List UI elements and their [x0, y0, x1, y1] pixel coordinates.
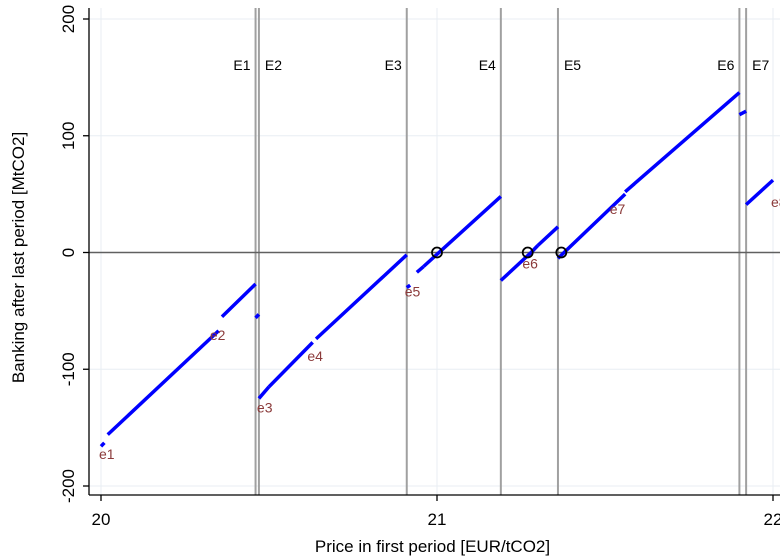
- x-axis-label: Price in first period [EUR/tCO2]: [315, 537, 550, 556]
- series-segment: [220, 282, 257, 318]
- series-segment: [254, 313, 261, 320]
- series-segment: [314, 253, 408, 341]
- series-segment: [405, 283, 412, 289]
- series-segment: [556, 192, 627, 260]
- x-tick-label: 20: [92, 510, 111, 529]
- event-label-e3: E3: [385, 57, 402, 73]
- segment-label-e4: e4: [307, 348, 323, 364]
- event-label-e6: E6: [717, 57, 734, 73]
- segment-label-e2: e2: [210, 327, 226, 343]
- series-segment: [624, 91, 741, 194]
- series-segment: [257, 385, 271, 400]
- equilibrium-marker: [521, 246, 534, 259]
- event-label-e1: E1: [233, 57, 250, 73]
- y-tick-label: 0: [59, 248, 78, 257]
- segment-label-e6: e6: [522, 256, 538, 272]
- y-tick-label: -100: [59, 352, 78, 386]
- series-segment: [99, 441, 106, 448]
- event-label-e7: E7: [752, 57, 769, 73]
- equilibrium-marker: [555, 246, 568, 259]
- y-tick-label: 200: [59, 5, 78, 33]
- event-label-e4: E4: [479, 57, 496, 73]
- equilibrium-markers: [431, 246, 568, 259]
- equilibrium-marker: [431, 246, 443, 259]
- segment-label-e3: e3: [257, 399, 273, 415]
- segment-label-e7: e7: [610, 201, 626, 217]
- series-segment: [106, 329, 220, 436]
- segment-labels: e1 e2 e3 e4 e5 e6 e7 e8: [99, 194, 780, 462]
- event-lines: E1 E2 E3 E4 E5 E6 E7: [233, 8, 769, 495]
- axes: 200 100 0 -100 -200 20 21 22: [59, 5, 780, 529]
- event-label-e2: E2: [265, 57, 282, 73]
- series-segment: [536, 225, 560, 247]
- series-segment: [422, 195, 503, 268]
- series-segment: [738, 109, 747, 117]
- segment-label-e5: e5: [405, 284, 421, 300]
- x-tick-label: 21: [428, 510, 447, 529]
- grid-lines: [89, 8, 780, 495]
- series-segment: [415, 265, 425, 274]
- y-axis-label: Banking after last period [MtCO2]: [9, 132, 28, 383]
- segment-label-e8: e8: [771, 194, 780, 210]
- segment-label-e1: e1: [99, 446, 115, 462]
- event-label-e5: E5: [564, 57, 581, 73]
- series-segment: [744, 178, 775, 206]
- y-tick-label: 100: [59, 122, 78, 150]
- series-segment: [267, 341, 314, 388]
- banking-series: [99, 91, 775, 448]
- y-tick-label: -200: [59, 469, 78, 503]
- x-tick-label: 22: [764, 510, 780, 529]
